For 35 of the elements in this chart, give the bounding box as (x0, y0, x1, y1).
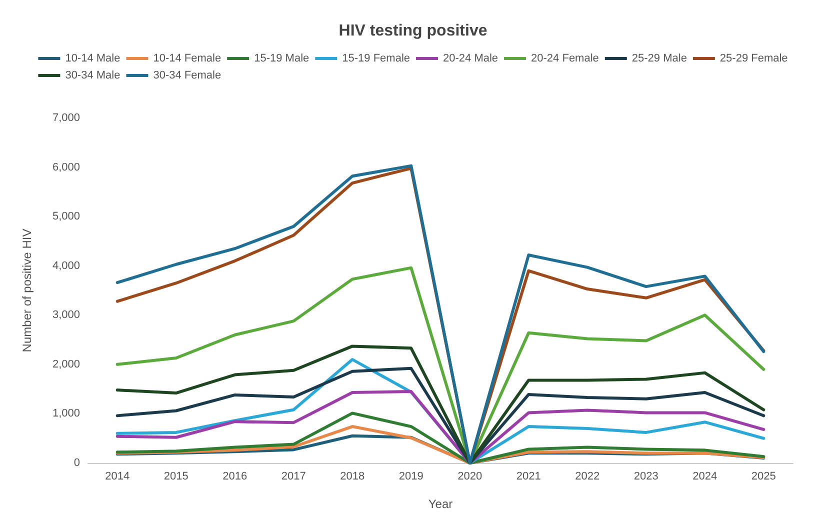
legend-label: 20-24 Male (443, 52, 498, 64)
y-tick-label: 6,000 (52, 161, 80, 174)
x-tick-label: 2015 (164, 470, 188, 482)
y-tick-label: 1,000 (52, 408, 80, 420)
x-tick-label: 2023 (634, 470, 658, 482)
legend-label: 25-29 Male (632, 52, 687, 64)
legend-label: 25-29 Female (720, 52, 788, 64)
x-tick-label: 2024 (692, 470, 718, 482)
y-tick-label: 5,000 (52, 210, 80, 223)
y-tick-label: 7,000 (52, 112, 80, 124)
x-tick-label: 2017 (281, 470, 306, 482)
x-tick-label: 2019 (398, 470, 424, 482)
x-tick-label: 2022 (575, 470, 600, 482)
x-tick-label: 2014 (105, 470, 130, 482)
line-series (116, 390, 766, 464)
legend-label: 30-34 Female (153, 70, 222, 82)
x-tick-label: 2018 (340, 470, 365, 482)
x-tick-label: 2016 (222, 470, 248, 482)
legend-label: 20-24 Female (531, 52, 599, 64)
chart-title: HIV testing positive (338, 22, 488, 40)
y-tick-label: 3,000 (52, 309, 80, 322)
x-axis-title: Year (428, 497, 453, 511)
x-tick-label: 2021 (516, 470, 541, 482)
line-series (116, 412, 766, 464)
legend-label: 15-19 Male (254, 52, 310, 64)
y-tick-label: 4,000 (52, 260, 80, 272)
x-tick-label: 2025 (751, 470, 776, 482)
legend-label: 30-34 Male (65, 70, 120, 82)
y-tick-label: 0 (74, 457, 80, 469)
x-tick-label: 2020 (458, 470, 482, 482)
y-tick-label: 2,000 (52, 358, 80, 370)
legend-label: 10-14 Male (65, 52, 120, 64)
legend-label: 10-14 Female (153, 52, 222, 64)
legend-label: 15-19 Female (342, 52, 410, 64)
y-axis-title: Number of positive HIV (20, 228, 34, 352)
